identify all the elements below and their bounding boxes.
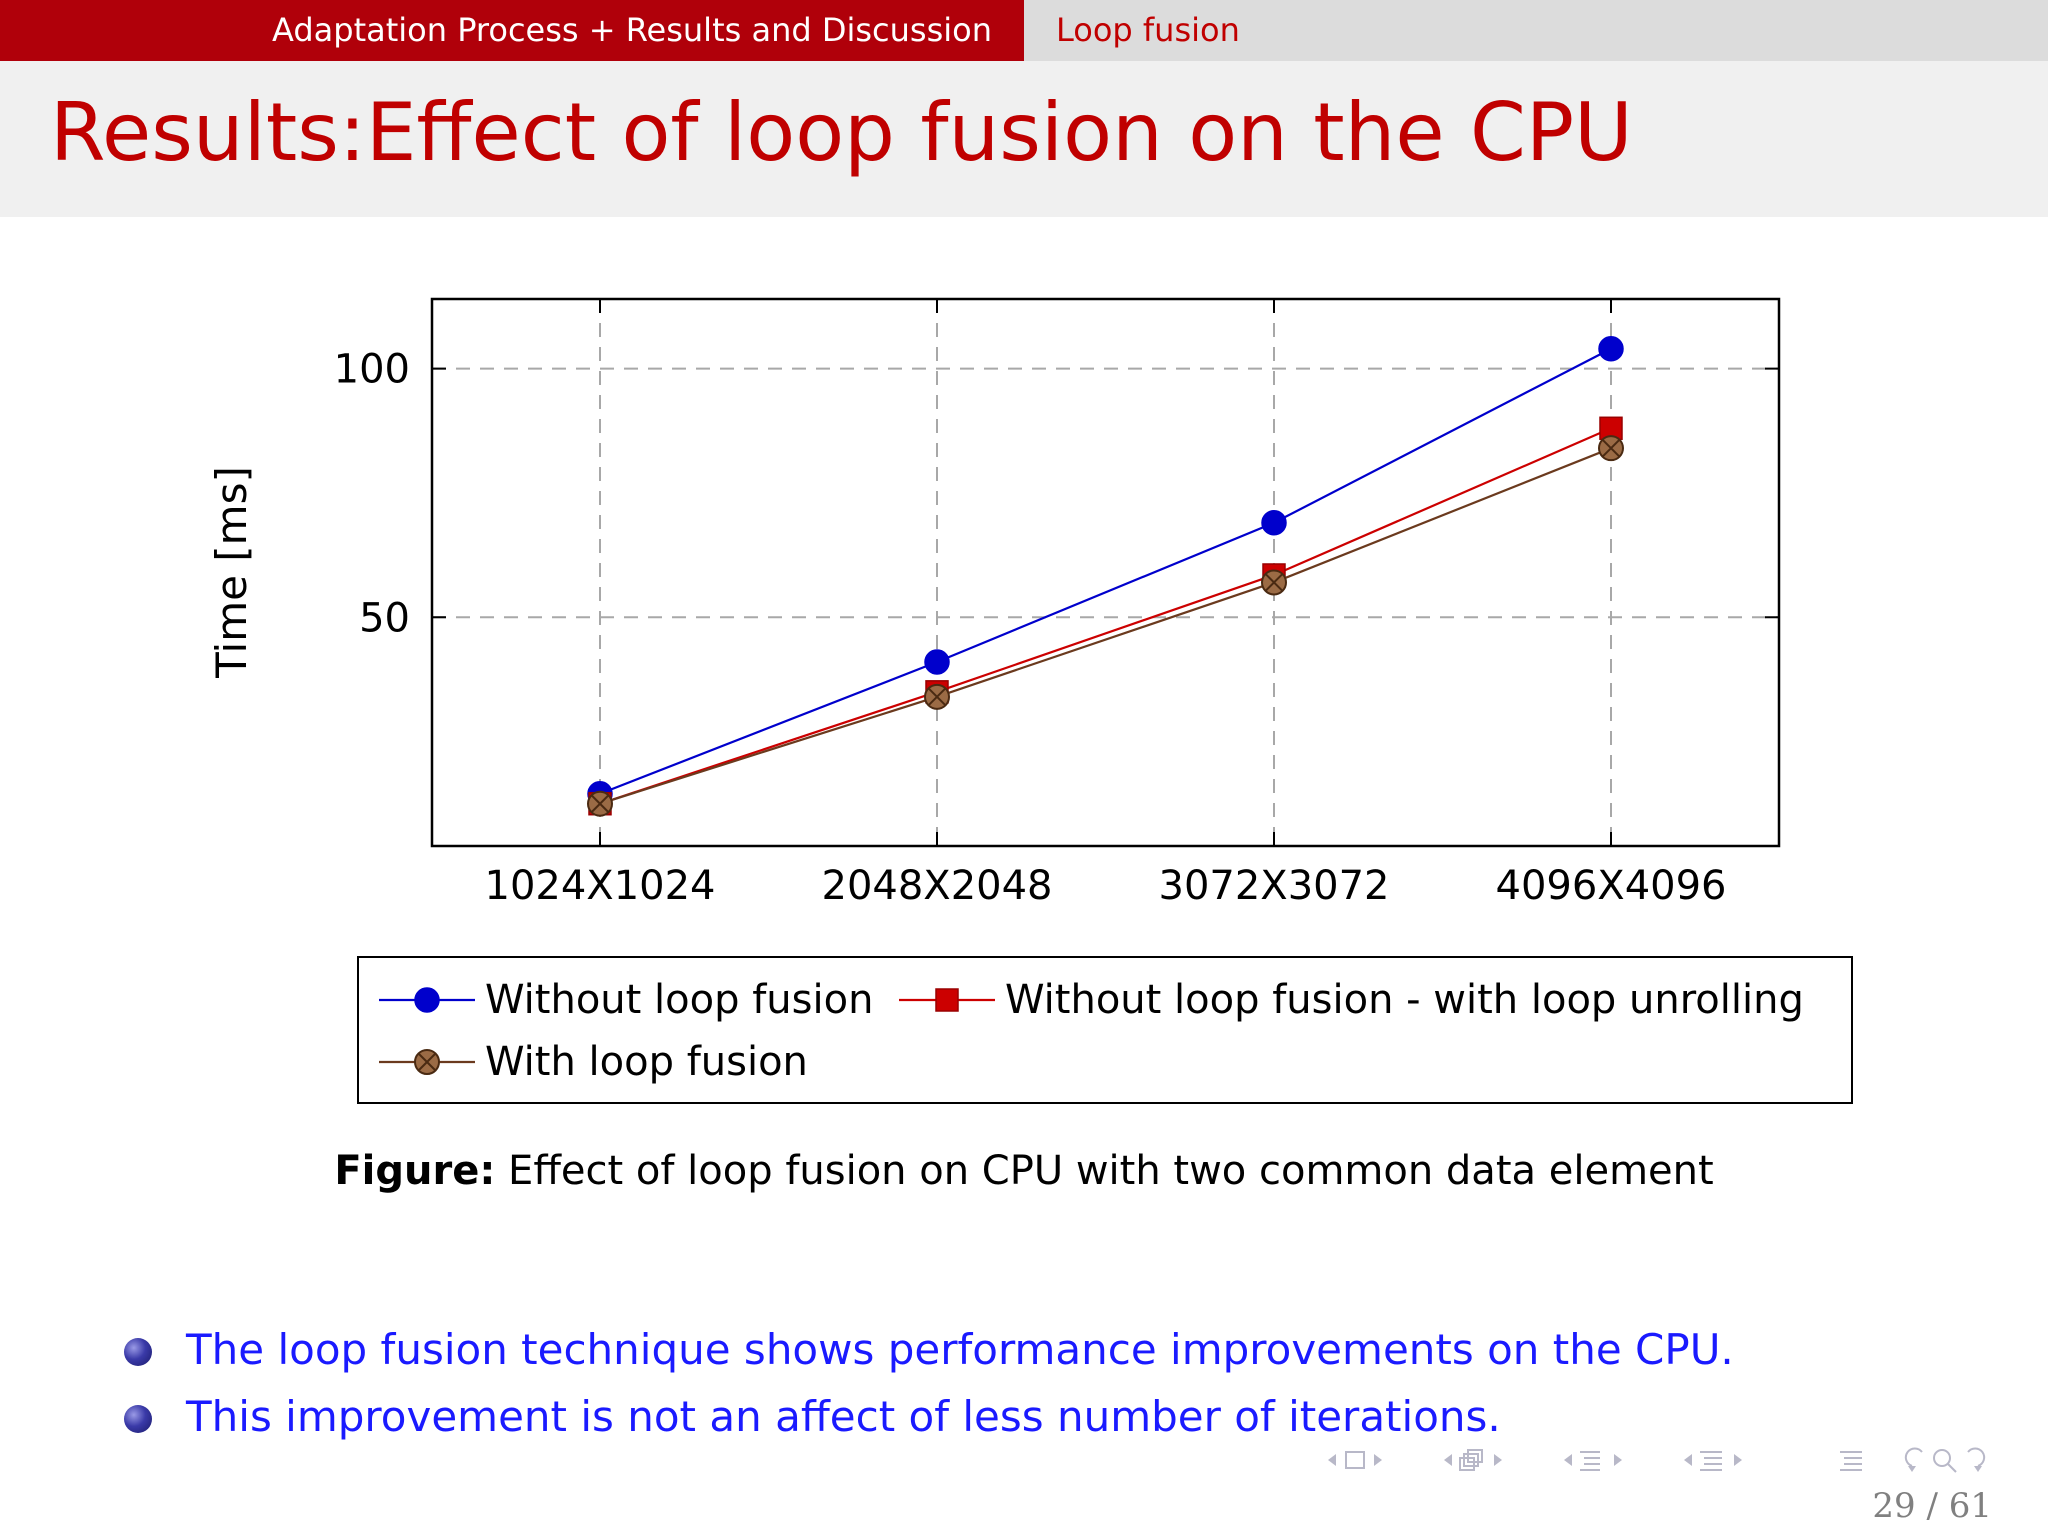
chart-legend: Without loop fusion Without loop fusion … (357, 956, 1853, 1104)
search-icon[interactable] (1933, 1449, 1957, 1473)
figure-caption: Figure: Effect of loop fusion on CPU wit… (0, 1143, 2048, 1199)
legend-marker (414, 1049, 440, 1075)
legend-markers (379, 987, 995, 1075)
x-tick-label: 3072X3072 (1159, 863, 1390, 909)
nav-section-link[interactable]: Adaptation Process + Results and Discuss… (0, 0, 1024, 61)
series-3 (587, 435, 1624, 817)
data-point-otimes (1598, 435, 1624, 462)
legend-marker (414, 987, 440, 1013)
y-axis-label: Time [ms] (207, 466, 256, 679)
appendix-icon[interactable] (1840, 1451, 1862, 1471)
forward-icon[interactable] (1967, 1447, 1986, 1472)
figure-caption-text: Effect of loop fusion on CPU with two co… (508, 1148, 1714, 1194)
prev-frame-icon[interactable] (1328, 1454, 1336, 1466)
section-icon[interactable] (1580, 1451, 1600, 1471)
legend-label-with-unrolling: Without loop fusion - with loop unrollin… (1005, 977, 1804, 1023)
data-point-otimes (924, 683, 950, 710)
chart-series (587, 335, 1624, 817)
document-icon[interactable] (1700, 1451, 1722, 1471)
x-tick-label: 4096X4096 (1496, 863, 1727, 909)
series-line (599, 447, 1612, 805)
data-point-circle (924, 649, 950, 675)
data-point-otimes (587, 790, 613, 817)
next-document-icon[interactable] (1734, 1454, 1742, 1466)
next-frame-icon[interactable] (1374, 1454, 1382, 1466)
legend-label-without-fusion: Without loop fusion (485, 977, 874, 1023)
data-point-otimes (1261, 569, 1287, 596)
back-icon[interactable] (1904, 1447, 1923, 1472)
series-2 (588, 416, 1623, 816)
page-number: 29 / 61 (1872, 1486, 1992, 1526)
next-section-icon[interactable] (1614, 1454, 1622, 1466)
y-tick-label: 50 (359, 595, 410, 641)
series-line (599, 427, 1612, 805)
x-tick-label: 1024X1024 (485, 863, 716, 909)
legend-label-with-fusion: With loop fusion (485, 1039, 808, 1085)
data-point-circle (1261, 510, 1287, 536)
x-tick-label: 2048X2048 (822, 863, 1053, 909)
y-tick-label: 100 (334, 347, 410, 393)
series-line (599, 347, 1612, 795)
y-ticks: 50 100 (334, 347, 1779, 641)
bullet-ball-icon (124, 1405, 152, 1433)
figure-caption-label: Figure: (334, 1148, 496, 1194)
subsection-icon[interactable] (1459, 1449, 1483, 1471)
data-point-circle (1598, 335, 1624, 362)
beamer-navigation-symbols (1328, 1447, 1986, 1473)
bullet-ball-icon (124, 1338, 152, 1366)
prev-section-icon[interactable] (1564, 1454, 1572, 1466)
bullet-text: This improvement is not an affect of les… (186, 1392, 1501, 1441)
header-navigation-bar: Adaptation Process + Results and Discuss… (0, 0, 2048, 61)
legend-marker (935, 988, 959, 1012)
prev-document-icon[interactable] (1684, 1454, 1692, 1466)
plot-frame (430, 297, 1781, 848)
series-1 (587, 335, 1624, 807)
nav-subsection-link[interactable]: Loop fusion (1056, 11, 1240, 49)
frame-title: Results:Effect of loop fusion on the CPU (50, 86, 1633, 179)
chart-grid (432, 299, 1779, 846)
title-band: Results:Effect of loop fusion on the CPU (0, 61, 2048, 217)
x-ticks: 1024X1024 2048X2048 3072X3072 4096X4096 (485, 299, 1727, 909)
bullet-text: The loop fusion technique shows performa… (186, 1325, 1734, 1374)
next-subsection-icon[interactable] (1494, 1454, 1502, 1466)
frame-icon[interactable] (1345, 1451, 1365, 1469)
prev-subsection-icon[interactable] (1444, 1454, 1452, 1466)
